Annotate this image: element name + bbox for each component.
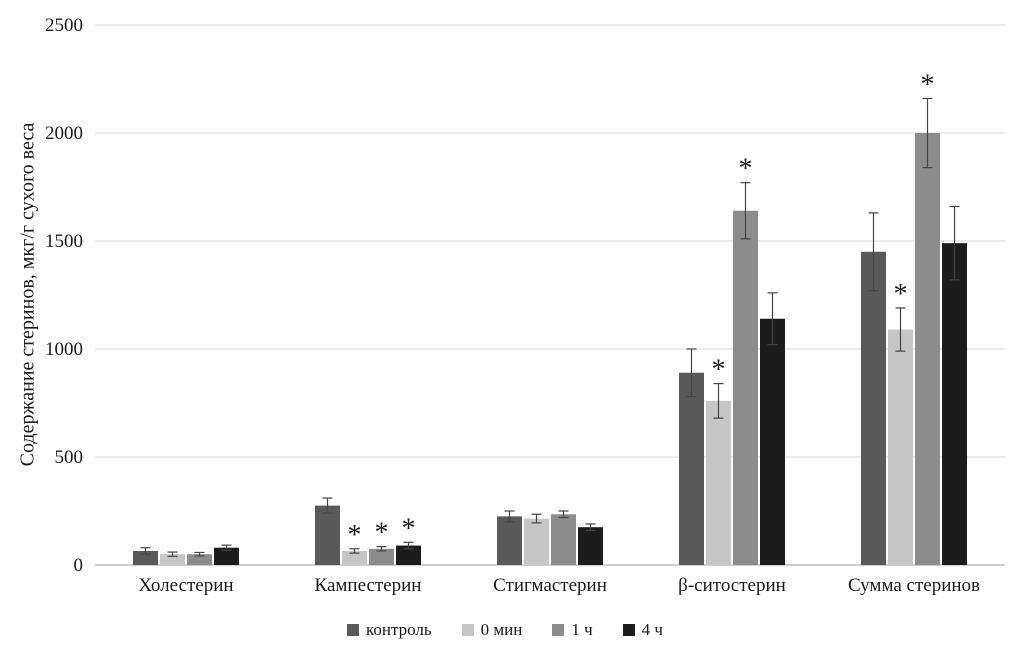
- bar: [706, 400, 731, 565]
- bar: [214, 547, 239, 565]
- legend-label: контроль: [366, 620, 432, 639]
- legend-swatch: [461, 624, 474, 636]
- bar: [497, 516, 522, 565]
- y-tick-label: 2500: [45, 15, 83, 36]
- significance-asterisk: *: [921, 69, 935, 100]
- bar: [915, 133, 940, 565]
- bar: [160, 554, 185, 565]
- x-category-label: Стигмастерин: [493, 575, 607, 596]
- significance-asterisk: *: [348, 520, 362, 551]
- significance-asterisk: *: [375, 518, 389, 549]
- significance-asterisk: *: [739, 154, 753, 185]
- bar: [315, 505, 340, 565]
- legend-item: 1 ч: [552, 620, 593, 640]
- x-category-label: Сумма стеринов: [848, 575, 980, 596]
- x-category-label: Кампестерин: [315, 575, 422, 596]
- bar: [888, 329, 913, 565]
- x-category-label: β-ситостерин: [678, 575, 786, 596]
- bar: [396, 545, 421, 565]
- plot-svg: 0 500 1000 1500 2000 2500 Холестерин * * * Кампест…: [45, 15, 1005, 596]
- bar: [551, 514, 576, 565]
- bar: [342, 550, 367, 565]
- legend-label: 1 ч: [571, 620, 593, 639]
- bar: [187, 554, 212, 565]
- legend-swatch: [347, 624, 359, 636]
- y-tick-label: 500: [55, 447, 84, 468]
- bar: [369, 548, 394, 565]
- legend-item: 0 мин: [461, 620, 523, 640]
- legend-item: контроль: [347, 620, 432, 640]
- significance-asterisk: *: [894, 279, 908, 310]
- y-tick-label: 1000: [45, 339, 83, 360]
- bar: [942, 243, 967, 565]
- bar: [861, 251, 886, 566]
- bar: [133, 550, 158, 565]
- bar: [578, 527, 603, 565]
- x-category-label: Холестерин: [138, 575, 233, 596]
- significance-asterisk: *: [712, 355, 726, 386]
- legend: контроль 0 мин 1 ч 4 ч: [0, 620, 1010, 640]
- bar: [760, 318, 785, 565]
- bar: [733, 210, 758, 565]
- y-tick-label: 0: [74, 555, 84, 576]
- y-tick-label: 2000: [45, 123, 83, 144]
- legend-swatch: [552, 624, 565, 636]
- bar: [524, 518, 549, 565]
- legend-label: 4 ч: [641, 620, 663, 639]
- bar: [679, 372, 704, 565]
- legend-label: 0 мин: [480, 620, 523, 639]
- y-tick-label: 1500: [45, 231, 83, 252]
- legend-item: 4 ч: [622, 620, 663, 640]
- legend-swatch: [622, 624, 635, 636]
- significance-asterisk: *: [402, 513, 416, 544]
